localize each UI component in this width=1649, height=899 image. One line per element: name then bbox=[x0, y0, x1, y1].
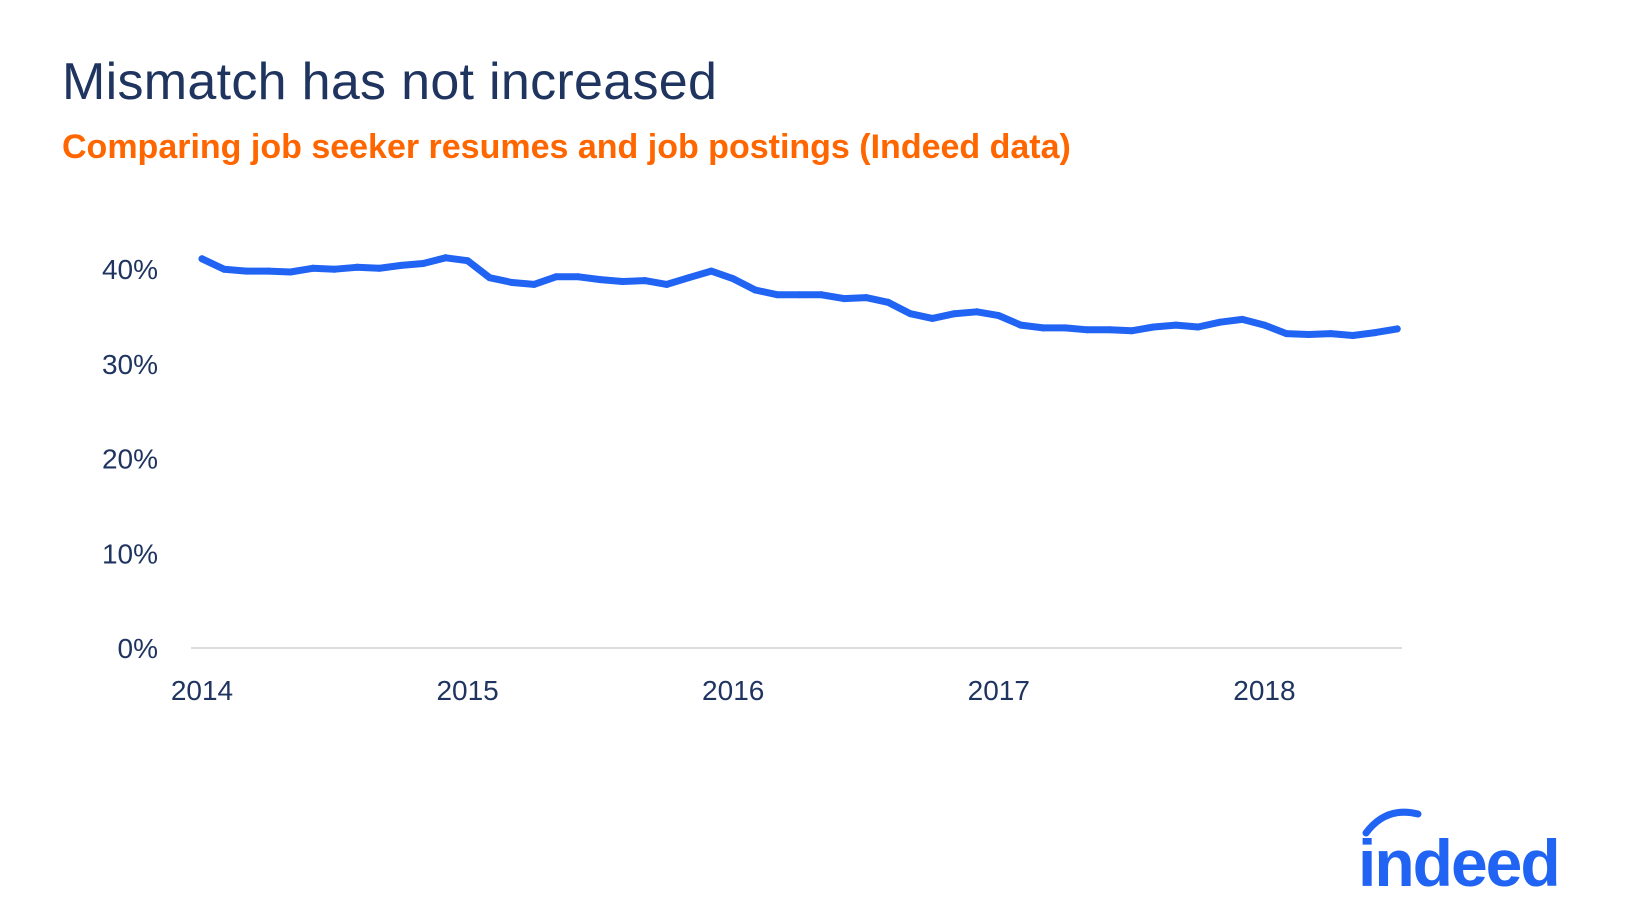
data-point bbox=[1327, 330, 1335, 338]
x-tick-label: 2014 bbox=[171, 675, 233, 706]
data-point bbox=[1039, 324, 1047, 332]
data-point bbox=[618, 278, 626, 285]
data-point bbox=[353, 263, 361, 271]
data-point bbox=[1238, 315, 1246, 323]
x-tick-label: 2016 bbox=[702, 675, 764, 706]
data-point bbox=[685, 274, 693, 282]
data-point bbox=[508, 279, 516, 286]
data-point bbox=[796, 291, 804, 299]
data-point bbox=[1128, 327, 1136, 335]
y-tick-label: 0% bbox=[118, 633, 158, 664]
data-point bbox=[530, 280, 538, 288]
data-point bbox=[331, 265, 339, 273]
indeed-logo: indeed bbox=[1358, 808, 1561, 898]
data-point bbox=[1305, 331, 1313, 338]
chart-subtitle: Comparing job seeker resumes and job pos… bbox=[62, 128, 1071, 166]
data-point bbox=[1172, 321, 1180, 329]
data-point bbox=[840, 295, 848, 303]
data-point bbox=[397, 261, 405, 269]
data-point bbox=[1216, 318, 1224, 326]
data-point bbox=[1061, 324, 1069, 332]
data-point bbox=[1260, 321, 1268, 329]
data-point bbox=[751, 286, 759, 294]
data-point bbox=[818, 291, 826, 299]
data-point bbox=[1393, 325, 1401, 333]
data-point bbox=[1150, 323, 1158, 331]
chart-title: Mismatch has not increased bbox=[62, 53, 718, 111]
data-point bbox=[220, 265, 228, 273]
x-tick-label: 2017 bbox=[968, 675, 1030, 706]
data-point bbox=[464, 257, 472, 265]
data-point bbox=[995, 312, 1003, 320]
data-point bbox=[663, 280, 671, 288]
data-point bbox=[729, 275, 737, 283]
data-point bbox=[198, 255, 206, 263]
data-point bbox=[641, 277, 649, 285]
data-point bbox=[774, 291, 782, 299]
indeed-logo-arc-icon bbox=[1362, 808, 1422, 837]
data-point bbox=[596, 276, 604, 284]
data-point bbox=[1349, 332, 1357, 339]
x-tick-label: 2018 bbox=[1233, 675, 1295, 706]
data-point bbox=[950, 310, 958, 318]
data-point bbox=[264, 267, 272, 275]
data-point bbox=[862, 294, 870, 302]
data-point bbox=[1017, 321, 1025, 329]
data-point bbox=[973, 308, 981, 316]
indeed-logo-wordmark: indeed bbox=[1358, 826, 1559, 898]
data-point bbox=[574, 273, 582, 281]
data-point bbox=[1371, 329, 1379, 337]
data-point bbox=[375, 264, 383, 272]
data-point bbox=[442, 254, 450, 262]
y-tick-label: 10% bbox=[102, 538, 158, 569]
data-point bbox=[707, 267, 715, 275]
data-point bbox=[1194, 323, 1202, 331]
data-point bbox=[928, 314, 936, 322]
x-tick-label: 2015 bbox=[436, 675, 498, 706]
data-point bbox=[1282, 330, 1290, 338]
data-point bbox=[906, 310, 914, 318]
y-tick-label: 20% bbox=[102, 444, 158, 475]
data-point bbox=[419, 260, 427, 267]
data-point bbox=[552, 273, 560, 281]
data-point bbox=[1083, 326, 1091, 334]
data-point bbox=[309, 264, 317, 272]
data-point bbox=[486, 274, 494, 282]
y-tick-label: 30% bbox=[102, 349, 158, 380]
data-point bbox=[286, 268, 294, 276]
data-point bbox=[242, 267, 250, 275]
data-point bbox=[884, 298, 892, 306]
y-tick-label: 40% bbox=[102, 254, 158, 285]
data-point bbox=[1106, 326, 1114, 334]
